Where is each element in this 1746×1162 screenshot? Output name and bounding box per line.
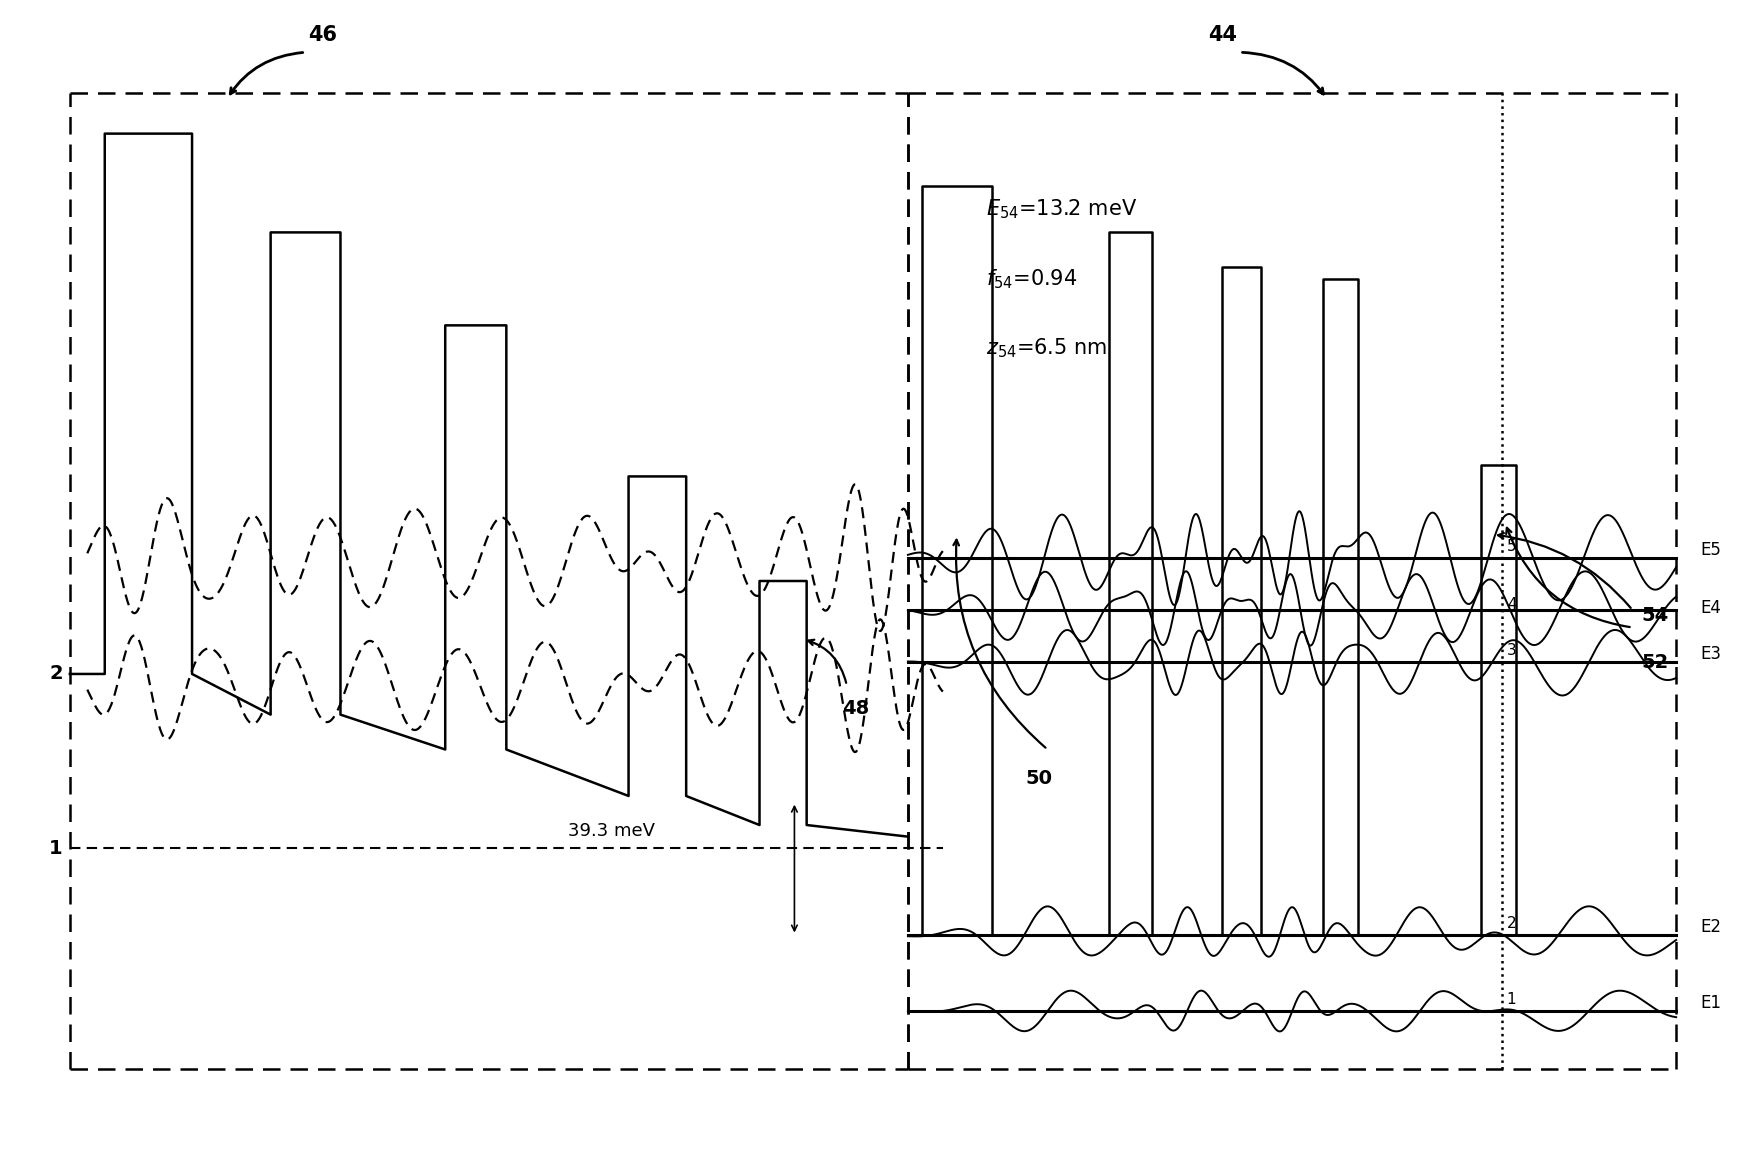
Text: 48: 48	[842, 700, 870, 718]
Text: 5: 5	[1507, 539, 1517, 553]
Text: E2: E2	[1701, 918, 1722, 937]
Text: 44: 44	[1208, 24, 1236, 45]
Text: $E_{54}$=13.2 meV: $E_{54}$=13.2 meV	[986, 198, 1138, 221]
Text: 1: 1	[49, 839, 63, 858]
Text: 3: 3	[1507, 644, 1517, 658]
Text: 39.3 meV: 39.3 meV	[567, 822, 655, 840]
Text: 52: 52	[1641, 653, 1669, 672]
Text: E4: E4	[1701, 598, 1722, 617]
Text: 54: 54	[1641, 607, 1669, 625]
Text: E5: E5	[1701, 540, 1722, 559]
Text: 1: 1	[1507, 992, 1517, 1006]
Text: 2: 2	[1507, 917, 1517, 931]
Text: E1: E1	[1701, 994, 1722, 1012]
Text: E3: E3	[1701, 645, 1722, 664]
Text: 50: 50	[1025, 769, 1053, 788]
Text: $z_{54}$=6.5 nm: $z_{54}$=6.5 nm	[986, 337, 1107, 360]
Text: 46: 46	[309, 24, 337, 45]
Text: 2: 2	[49, 665, 63, 683]
Text: $f_{54}$=0.94: $f_{54}$=0.94	[986, 267, 1077, 290]
Text: 4: 4	[1507, 597, 1517, 611]
